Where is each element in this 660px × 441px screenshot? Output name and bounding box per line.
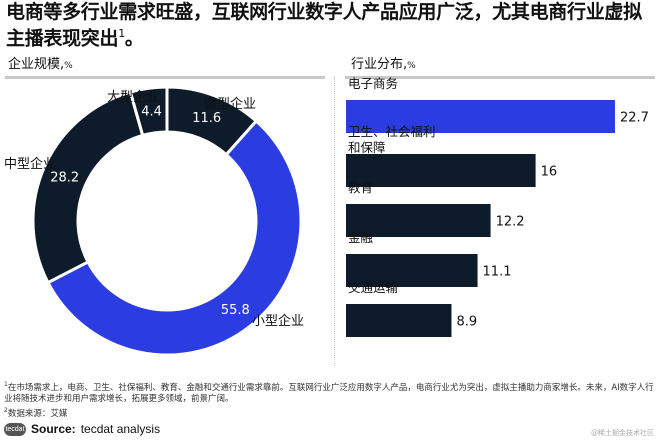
- bar-value-label: 22.7: [620, 111, 649, 126]
- bar-subtitle: 行业分布,%: [351, 57, 416, 72]
- source-line: tecdat Source: tecdat analysis: [4, 422, 160, 436]
- title-text: 电商等多行业需求旺盛，互联网行业数字人产品应用广泛，尤其电商行业虚拟主播表现突出: [6, 1, 642, 50]
- donut-category-label: 微型企业: [204, 96, 256, 112]
- footnote-2: 2数据来源：艾媒: [4, 405, 654, 420]
- donut-slice-1: [45, 118, 303, 357]
- bar-unit: %: [407, 61, 416, 71]
- bar-value-label: 12.2: [496, 215, 525, 230]
- tecdat-logo: tecdat: [4, 422, 26, 436]
- donut-category-label: 小型企业: [252, 313, 304, 329]
- donut-slice-3: [128, 85, 169, 138]
- donut-value-label: 11.6: [192, 111, 221, 126]
- donut-title: 企业规模: [8, 57, 61, 72]
- bar-value-label: 16: [541, 165, 558, 180]
- bar-1: [346, 154, 536, 187]
- bar-category-label: 电子商务: [348, 76, 398, 91]
- bar-category-label: 交通运输: [348, 280, 399, 295]
- bar-value-label: 8.9: [456, 315, 477, 330]
- source-label: Source:: [31, 422, 76, 436]
- title-footnote-mark: 1: [118, 27, 125, 40]
- donut-value-label: 28.2: [50, 171, 79, 186]
- donut-category-label: 中型企业: [4, 156, 56, 172]
- donut-slice-2: [31, 90, 145, 285]
- bar-2: [346, 204, 491, 237]
- left-rule: [5, 76, 325, 79]
- bar-value-label: 11.1: [483, 265, 512, 280]
- donut-unit: %: [64, 61, 73, 71]
- donut-value-label: 55.8: [221, 303, 250, 318]
- bar-0: [346, 100, 615, 133]
- donut-value-label: 4.4: [141, 105, 162, 120]
- footnote-1: 1在市场需求上，电商、卫生、社保福利、教育、金融和交通行业需求靠前。互联网行业广…: [4, 379, 654, 405]
- page-title: 电商等多行业需求旺盛，互联网行业数字人产品应用广泛，尤其电商行业虚拟主播表现突出…: [6, 1, 656, 50]
- donut-subtitle: 企业规模,%: [8, 57, 73, 72]
- source-text: tecdat analysis: [80, 422, 161, 436]
- right-rule: [345, 76, 655, 79]
- bar-category-label: 金融: [348, 230, 374, 245]
- footnote-1-text: 在市场需求上，电商、卫生、社保福利、教育、金融和交通行业需求靠前。互联网行业广泛…: [4, 382, 654, 404]
- footnote-2-text: 数据来源：艾媒: [7, 408, 68, 419]
- title-end: 。: [124, 27, 144, 50]
- footnote-1-mark: 1: [4, 381, 8, 388]
- footnotes: 1在市场需求上，电商、卫生、社保福利、教育、金融和交通行业需求靠前。互联网行业广…: [4, 379, 654, 420]
- bar-category-label: 教育: [348, 180, 373, 195]
- bar-3: [346, 254, 478, 287]
- footnote-2-mark: 2: [4, 406, 8, 414]
- panel-divider: [334, 76, 335, 366]
- donut-category-label: 大型企业: [107, 89, 159, 105]
- watermark: @稀土掘金技术社区: [591, 429, 654, 437]
- bar-title: 行业分布: [351, 57, 404, 72]
- bar-4: [346, 304, 452, 337]
- bar-category-label: 卫生、社会福利: [348, 124, 436, 139]
- bar-category-label: 和保障: [348, 140, 386, 155]
